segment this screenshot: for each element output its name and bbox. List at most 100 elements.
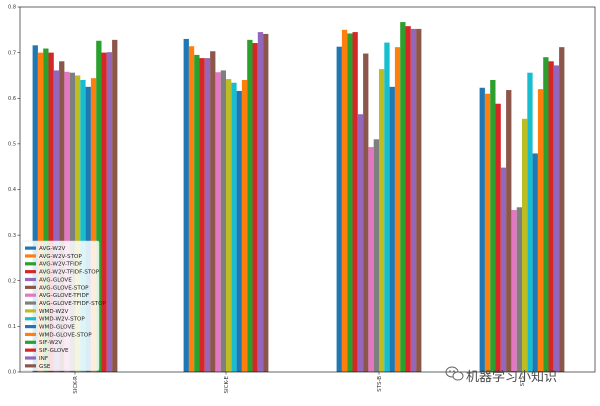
bar-avg-glove-sts-b [357, 114, 364, 372]
legend-label: AVG-GLOVE-STOP [39, 285, 89, 291]
legend-swatch [25, 317, 36, 321]
legend-swatch [25, 254, 36, 258]
legend-swatch [25, 277, 36, 282]
bar-wmd-w2v-stop-sick-r [80, 80, 86, 372]
bar-wmd-w2v-stop-sts [527, 72, 533, 372]
legend-swatch [25, 309, 36, 313]
legend-label: AVG-W2V-TFIDF-STOP [39, 270, 100, 276]
bar-sif-w2v-sts [543, 57, 549, 372]
y-tick-label: 0.7 [8, 50, 16, 56]
bar-avg-glove-tfidf-sts [511, 210, 517, 372]
legend-label: AVG-GLOVE-TFIDF-STOP [39, 301, 106, 307]
bar-avg-w2v-tfidf-stop-sick-r [48, 52, 54, 372]
bar-avg-w2v-stop-sick-r [37, 52, 44, 372]
bar-avg-w2v-tfidf-stop-sts-b [352, 32, 358, 373]
bar-sif-w2v-sick-r [96, 40, 102, 372]
bar-avg-w2v-stop-sts-b [341, 29, 348, 373]
y-axis: 0.0 0.1 0.2 0.3 0.4 0.5 0.6 0.7 0.8 [8, 5, 20, 376]
bar-avg-glove-tfidf-sts-b [368, 147, 374, 372]
legend-swatch [25, 325, 36, 329]
legend-label: WMD-W2V [39, 309, 69, 315]
legend-swatch [25, 262, 36, 266]
bar-avg-glove-tfidf-stop-sts [516, 207, 522, 372]
bar-avg-glove-stop-sts-b [363, 53, 369, 372]
bar-sif-glove-sts-b [405, 26, 411, 372]
bar-wmd-glove-stop-sts [537, 89, 544, 372]
bar-sif-glove-sick-e [252, 43, 258, 372]
bar-sif-glove-sts [548, 61, 554, 372]
bar-avg-w2v-stop-sts [484, 93, 491, 372]
y-tick-label: 0.1 [8, 324, 16, 330]
bar-wmd-w2v-stop-sick-e [231, 82, 237, 373]
bar-avg-w2v-tfidf-stop-sts [495, 103, 501, 372]
bar-wmd-w2v-sick-e [226, 79, 232, 372]
x-tick-label: SICK-R [73, 376, 79, 394]
bar-wmd-glove-sick-r [85, 86, 91, 372]
bar-wmd-w2v-sts [522, 118, 528, 372]
bar-sif-w2v-sts-b [400, 22, 406, 373]
bar-wmd-glove-stop-sick-e [241, 80, 248, 372]
bar-gse-sick-e [263, 33, 269, 373]
bar-avg-glove-stop-sts [506, 90, 512, 372]
legend-label: AVG-W2V [39, 246, 66, 252]
legend: AVG-W2V AVG-W2V-STOP AVG-W2V-TFIDF AVG-W2V-… [21, 240, 106, 371]
y-tick-label: 0.6 [8, 96, 16, 102]
bar-avg-glove-tfidf-stop-sts-b [373, 139, 379, 372]
bar-wmd-glove-sts [532, 153, 538, 372]
legend-swatch [25, 301, 36, 305]
bar-sif-w2v-sick-e [247, 39, 253, 372]
bar-avg-w2v-tfidf-sick-e [194, 54, 200, 372]
legend-label: WMD-GLOVE-STOP [39, 332, 92, 338]
bar-avg-glove-tfidf-stop-sick-r [69, 72, 75, 372]
bar-gse-sts [559, 47, 565, 373]
bar-gse-sick-r [112, 39, 118, 372]
bar-avg-glove-tfidf-sick-e [215, 72, 221, 373]
legend-label: GSE [39, 364, 51, 370]
bar-inf-sts [553, 65, 560, 373]
bar-inf-sts-b [410, 28, 417, 373]
legend-label: AVG-W2V-TFIDF [39, 262, 82, 268]
legend-swatch [25, 246, 36, 250]
legend-swatch [25, 364, 36, 368]
x-axis: SICK-R SICK-E STS-B STS [73, 372, 526, 394]
legend-swatch [25, 270, 36, 274]
bar-avg-w2v-sts [479, 87, 485, 372]
legend-box [21, 240, 100, 371]
bar-wmd-glove-sick-e [236, 90, 242, 372]
legend-label: AVG-GLOVE-TFIDF [39, 293, 89, 299]
bar-inf-sick-e [257, 32, 264, 373]
watermark-text: 机器学习小知识 [466, 369, 557, 385]
legend-label: SIF-W2V [39, 340, 62, 346]
bars [32, 22, 565, 373]
legend-label: WMD-GLOVE [39, 325, 75, 331]
x-tick-label: STS [520, 375, 526, 386]
bar-avg-w2v-tfidf-sick-r [43, 48, 49, 373]
bar-avg-glove-stop-sick-e [210, 51, 216, 372]
legend-swatch [25, 293, 36, 297]
x-tick-label: STS-B [377, 376, 383, 392]
bar-avg-glove-tfidf-sick-r [64, 71, 70, 372]
bar-wmd-w2v-sts-b [379, 69, 385, 373]
bar-avg-glove-sick-e [204, 58, 211, 372]
bar-avg-glove-sts [500, 167, 507, 372]
bar-wmd-w2v-stop-sts-b [384, 42, 390, 373]
legend-swatch [25, 332, 36, 337]
bar-wmd-glove-stop-sick-r [90, 78, 97, 373]
y-tick-label: 0.5 [8, 142, 16, 148]
legend-swatch [25, 348, 36, 352]
bar-avg-glove-tfidf-stop-sick-e [220, 70, 226, 373]
legend-swatch [25, 356, 36, 360]
bar-avg-glove-stop-sick-r [59, 61, 65, 372]
legend-swatch [25, 340, 36, 344]
bar-avg-w2v-sick-r [32, 45, 38, 372]
legend-swatch [25, 285, 36, 289]
x-tick-label: SICK-E [224, 375, 230, 393]
bar-avg-w2v-sts-b [336, 46, 342, 372]
y-tick-label: 0.3 [8, 233, 16, 239]
axes-frame [19, 6, 596, 373]
bar-avg-w2v-tfidf-sts-b [347, 33, 353, 373]
legend-label: SIF-GLOVE [39, 348, 69, 354]
bar-avg-w2v-sick-e [183, 38, 189, 372]
bar-wmd-glove-sts-b [389, 86, 395, 372]
